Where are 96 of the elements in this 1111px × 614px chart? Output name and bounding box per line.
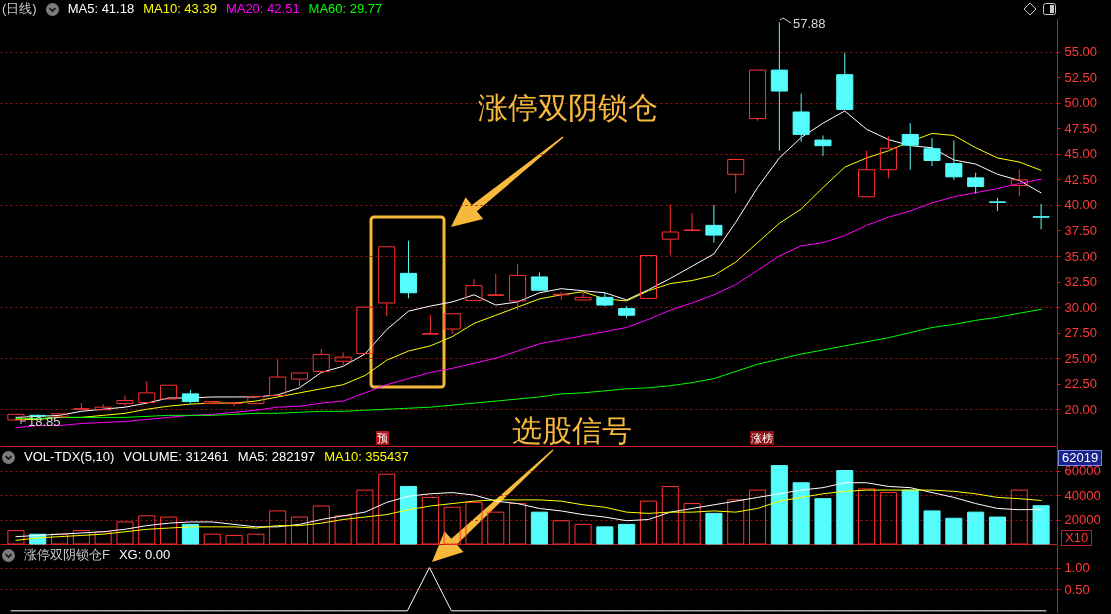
bar [421, 496, 439, 545]
y-tick-label: 40000 [1064, 487, 1101, 503]
bar [858, 488, 876, 545]
bar [705, 512, 723, 545]
bar [181, 523, 199, 545]
line-series [15, 482, 1042, 538]
bar [574, 523, 592, 545]
text: X10 [1061, 530, 1093, 547]
bar [1032, 505, 1050, 545]
y-tick-label: 40.00 [1064, 197, 1098, 213]
bar [770, 465, 788, 545]
annotation: 预 [376, 431, 389, 446]
candlestick [770, 21, 788, 152]
bar [225, 534, 243, 545]
annotation: 涨停双阴锁仓 [478, 91, 658, 124]
y-tick-label: 55.00 [1064, 44, 1098, 60]
candlestick [945, 140, 963, 181]
y-tick-label: 35.00 [1064, 248, 1098, 264]
y-tick-label: 20000 [1064, 512, 1101, 527]
bar [138, 515, 156, 545]
bar [312, 505, 330, 545]
y-tick-label: 20.00 [1064, 401, 1098, 417]
text: MA10: 43.39 [143, 1, 217, 17]
candlestick [116, 394, 134, 407]
bar [683, 503, 701, 545]
chart-title: 涨停双阴锁仓F [24, 547, 110, 563]
bar [792, 482, 810, 545]
y-tick-label: 47.50 [1064, 120, 1098, 136]
bar [356, 489, 374, 545]
chart-title: (日线) [2, 1, 37, 17]
text: MA20: 42.51 [225, 1, 300, 17]
candlestick [1010, 169, 1028, 197]
bar [661, 485, 679, 545]
text: XG: 0.00 [118, 547, 171, 563]
text: MA5: 282197 [237, 449, 316, 465]
bar [748, 489, 767, 545]
text: MA60: 29.77 [308, 1, 383, 17]
bar [160, 516, 178, 545]
bar [378, 473, 396, 545]
y-tick-label: 1.00 [1064, 560, 1090, 576]
line-series [15, 489, 1042, 541]
bar [727, 499, 745, 545]
bar [618, 523, 636, 545]
bar [901, 489, 919, 545]
bar [1010, 489, 1028, 545]
chart-title: VOL-TDX(5,10) [24, 449, 115, 465]
bar [290, 516, 309, 545]
chart-subtitle: VOLUME: 312461 [123, 449, 229, 465]
y-tick-label: 37.50 [1064, 222, 1098, 238]
bar [988, 516, 1007, 545]
y-tick-label: 30.00 [1064, 299, 1098, 315]
y-tick-label: 0.50 [1064, 581, 1090, 597]
bar [836, 470, 854, 545]
annotation: 57.88 [793, 16, 826, 32]
bar [116, 521, 134, 545]
candlestick [923, 137, 941, 167]
bar [639, 500, 658, 545]
bar [879, 492, 897, 545]
y-tick-label: 22.50 [1064, 376, 1098, 392]
bar [596, 526, 614, 545]
bar [203, 533, 221, 545]
y-tick-label: 32.50 [1064, 274, 1098, 290]
candlestick [1032, 203, 1050, 230]
y-tick-label: 27.50 [1064, 325, 1098, 341]
y-tick-label: 42.50 [1064, 171, 1098, 187]
bar [269, 510, 287, 545]
candlestick [901, 122, 919, 171]
bar [7, 530, 25, 545]
bar [530, 511, 548, 545]
annotation: 涨榜 [750, 431, 774, 446]
y-tick-label: 25.00 [1064, 350, 1098, 366]
bar [72, 530, 90, 545]
candlestick [705, 204, 723, 244]
annotation: 选股信号 [512, 414, 632, 447]
y-tick-label: 50.00 [1064, 95, 1098, 111]
text: 62019 [1058, 450, 1103, 467]
bar [923, 510, 941, 545]
candlestick [334, 352, 352, 366]
candlestick [792, 93, 810, 143]
bar [945, 517, 963, 545]
bar [399, 485, 418, 545]
bar [967, 511, 985, 545]
bar [334, 515, 352, 545]
bar [247, 533, 265, 545]
bar [487, 511, 505, 545]
bar [465, 501, 483, 545]
text: MA5: 41.18 [67, 1, 135, 17]
bar [443, 506, 461, 545]
bar [814, 498, 832, 545]
candlestick [814, 134, 832, 157]
candlestick [661, 203, 679, 256]
bar [552, 520, 570, 545]
y-tick-label: 52.50 [1064, 69, 1098, 85]
bar [509, 503, 527, 545]
text: MA10: 355437 [324, 449, 409, 465]
y-tick-label: 45.00 [1064, 146, 1098, 162]
